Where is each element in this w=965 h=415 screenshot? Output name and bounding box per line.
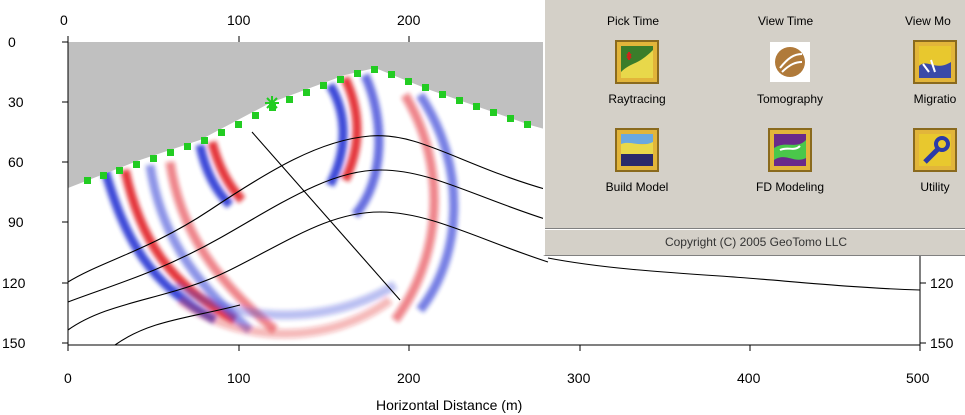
receiver-marker (150, 155, 157, 162)
receiver-marker (405, 78, 412, 85)
receiver-marker (167, 149, 174, 156)
y-right-tick-label: 150 (930, 335, 954, 351)
x-bottom-tick-label: 400 (737, 370, 761, 386)
wavefield (100, 73, 459, 339)
wavefront-positive-3 (207, 140, 246, 204)
y-tick-label: 150 (2, 335, 26, 351)
utility-label: Utility (920, 180, 950, 194)
y-tick-label: 90 (8, 214, 24, 230)
receiver-marker (100, 172, 107, 179)
y-tick-label: 0 (8, 34, 16, 50)
wavefront-positive-6 (391, 92, 439, 323)
receiver-marker (201, 137, 208, 144)
tomography-icon[interactable] (768, 40, 812, 84)
y-tick-label: 120 (2, 275, 26, 291)
fd-modeling-tool[interactable]: FD Modeling (740, 128, 840, 194)
receiver-marker (286, 96, 293, 103)
receiver-marker (456, 97, 463, 104)
interface-1 (67, 135, 549, 283)
receiver-marker (116, 167, 123, 174)
receiver-marker (84, 177, 91, 184)
x-axis-title: Horizontal Distance (m) (376, 397, 522, 413)
x-bottom-tick-label: 0 (64, 370, 72, 386)
fd-modeling-label: FD Modeling (755, 180, 825, 194)
receiver-array (84, 66, 531, 184)
wavefront-negative-5 (351, 73, 384, 218)
x-top-tick-label: 0 (60, 12, 68, 28)
view-time-label[interactable]: View Time (758, 14, 814, 28)
receiver-marker (439, 91, 446, 98)
fd-modeling-icon[interactable] (768, 128, 812, 172)
wavefront-positive-4 (340, 76, 362, 182)
wavefront-bottom-negative (172, 281, 398, 320)
wavefront-negative-3 (195, 144, 234, 209)
interface-5 (547, 257, 921, 291)
air-layer (68, 42, 548, 188)
x-top-tick-label: 200 (397, 12, 421, 28)
tomography-label: Tomography (756, 92, 824, 106)
receiver-marker (507, 115, 514, 122)
build-model-label: Build Model (605, 180, 669, 194)
raytracing-icon[interactable] (615, 40, 659, 84)
receiver-marker (388, 71, 395, 78)
x-bottom-tick-label: 500 (906, 370, 930, 386)
ray-path (251, 131, 401, 301)
receiver-marker (303, 89, 310, 96)
y-right-tick-label: 120 (930, 275, 954, 291)
source-star-icon (265, 96, 279, 110)
migration-label: Migratio (913, 92, 957, 106)
y-tick-label: 30 (8, 94, 24, 110)
interface-3 (67, 211, 549, 331)
x-top-tick-label: 100 (227, 12, 251, 28)
x-bottom-tick-label: 200 (397, 370, 421, 386)
interface-2 (67, 169, 549, 303)
x-bottom-tick-label: 100 (227, 370, 251, 386)
copyright-bar: Copyright (C) 2005 GeoTomo LLC (545, 228, 965, 255)
receiver-marker (235, 121, 242, 128)
interface-4 (114, 304, 241, 346)
receiver-marker (184, 143, 191, 150)
receiver-marker (473, 103, 480, 110)
layer-interfaces (67, 131, 921, 346)
receiver-marker (252, 112, 259, 119)
receiver-marker (422, 84, 429, 91)
tick-marks (62, 36, 926, 351)
receiver-marker (337, 76, 344, 83)
x-bottom-tick-label: 300 (567, 370, 591, 386)
receiver-marker (524, 121, 531, 128)
raytracing-label: Raytracing (608, 92, 666, 106)
tomography-tool[interactable]: Tomography (740, 40, 840, 106)
tool-launcher-panel: Pick Time View Time View Mo Raytracing T… (543, 0, 965, 256)
utility-icon[interactable] (913, 128, 957, 172)
raytracing-tool[interactable]: Raytracing (587, 40, 687, 106)
build-model-tool[interactable]: Build Model (587, 128, 687, 194)
wavefront-negative-6 (416, 92, 459, 313)
receiver-marker (490, 109, 497, 116)
receiver-marker (320, 82, 327, 89)
pick-time-label[interactable]: Pick Time (607, 14, 660, 28)
wavefront-bottom-positive (177, 296, 393, 339)
wavefront-negative-4 (325, 82, 348, 188)
build-model-icon[interactable] (615, 128, 659, 172)
y-tick-label: 60 (8, 154, 24, 170)
migration-tool[interactable]: Migratio (885, 40, 965, 106)
axes-frame (67, 42, 921, 346)
receiver-marker (218, 129, 225, 136)
migration-icon[interactable] (913, 40, 957, 84)
receiver-marker (133, 161, 140, 168)
receiver-marker (354, 70, 361, 77)
view-model-label[interactable]: View Mo (905, 14, 951, 28)
receiver-marker (371, 66, 378, 73)
utility-tool[interactable]: Utility (885, 128, 965, 194)
